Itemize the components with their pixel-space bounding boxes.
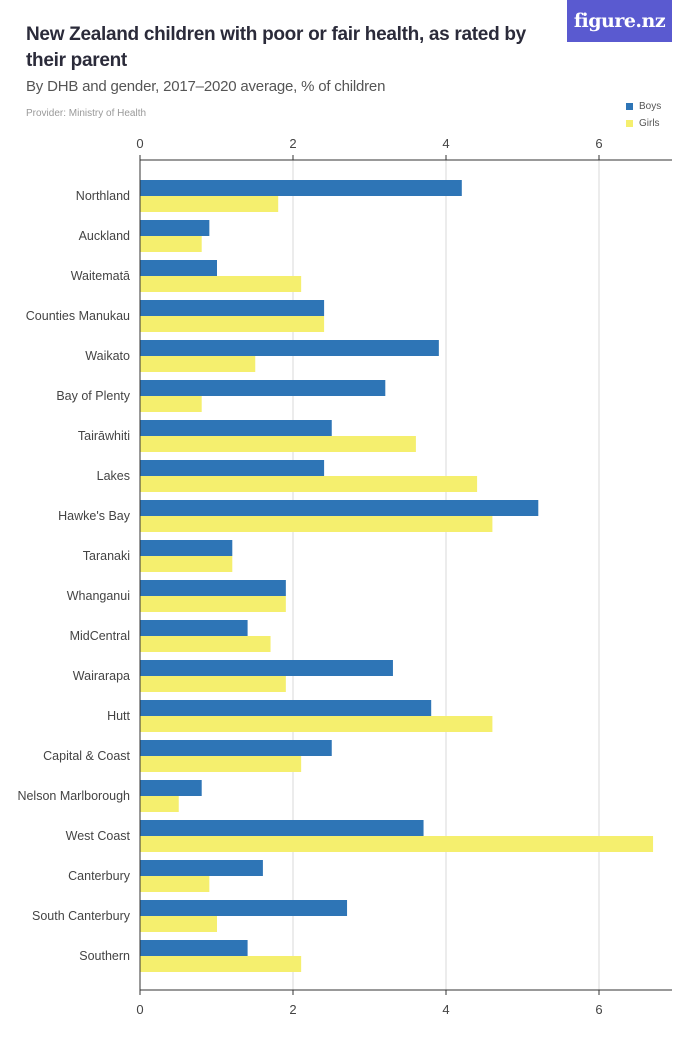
category-label-midcentral: MidCentral: [70, 629, 130, 643]
bar-boys-wairarapa: [140, 660, 393, 676]
category-label-southern: Southern: [79, 949, 130, 963]
bar-boys-hutt: [140, 700, 432, 716]
category-label-hutt: Hutt: [107, 709, 130, 723]
bar-girls-southern: [140, 956, 302, 972]
tick-label-top-6: 6: [595, 136, 602, 151]
legend-swatch-boys: [626, 103, 633, 110]
bar-girls-west-coast: [140, 836, 654, 852]
category-label-bay-of-plenty: Bay of Plenty: [56, 389, 130, 403]
bar-girls-capital-coast: [140, 756, 302, 772]
bar-girls-lakes: [140, 476, 478, 492]
legend-item-boys: Boys: [626, 98, 661, 115]
bar-girls-hutt: [140, 716, 493, 732]
bar-girls-nelson-marlborough: [140, 796, 179, 812]
provider-note: Provider: Ministry of Health: [26, 108, 147, 119]
bar-boys-counties-manukau: [140, 300, 325, 316]
tick-label-bottom-6: 6: [595, 1002, 602, 1017]
legend-label-girls: Girls: [639, 118, 660, 129]
bar-boys-tair-whiti: [140, 420, 332, 436]
category-label-auckland: Auckland: [79, 229, 130, 243]
bar-girls-tair-whiti: [140, 436, 416, 452]
category-label-hawke-s-bay: Hawke's Bay: [58, 509, 131, 523]
chart-subtitle: By DHB and gender, 2017–2020 average, % …: [26, 78, 386, 95]
bar-boys-midcentral: [140, 620, 248, 636]
bar-boys-taranaki: [140, 540, 233, 556]
bar-girls-waitemat-: [140, 276, 302, 292]
legend-swatch-girls: [626, 120, 633, 127]
bar-boys-west-coast: [140, 820, 424, 836]
tick-label-bottom-2: 2: [289, 1002, 296, 1017]
category-label-northland: Northland: [76, 189, 130, 203]
category-label-lakes: Lakes: [97, 469, 130, 483]
bar-girls-waikato: [140, 356, 256, 372]
tick-label-top-0: 0: [136, 136, 143, 151]
legend-item-girls: Girls: [626, 115, 661, 132]
category-label-taranaki: Taranaki: [83, 549, 130, 563]
bar-boys-canterbury: [140, 860, 263, 876]
category-label-canterbury: Canterbury: [68, 869, 131, 883]
bar-boys-whanganui: [140, 580, 286, 596]
bar-boys-bay-of-plenty: [140, 380, 386, 396]
category-label-nelson-marlborough: Nelson Marlborough: [17, 789, 130, 803]
bar-girls-taranaki: [140, 556, 233, 572]
bar-boys-capital-coast: [140, 740, 332, 756]
bar-boys-waikato: [140, 340, 439, 356]
tick-label-top-4: 4: [442, 136, 449, 151]
legend-label-boys: Boys: [639, 101, 662, 112]
bar-boys-northland: [140, 180, 462, 196]
legend: Boys Girls: [626, 98, 661, 132]
category-label-west-coast: West Coast: [66, 829, 131, 843]
bar-girls-wairarapa: [140, 676, 286, 692]
category-label-counties-manukau: Counties Manukau: [26, 309, 130, 323]
bar-girls-midcentral: [140, 636, 271, 652]
category-label-waitemat-: Waitematā: [71, 269, 130, 283]
tick-label-top-2: 2: [289, 136, 296, 151]
bar-boys-lakes: [140, 460, 325, 476]
category-label-waikato: Waikato: [85, 349, 130, 363]
category-label-whanganui: Whanganui: [67, 589, 130, 603]
bar-boys-southern: [140, 940, 248, 956]
category-label-south-canterbury: South Canterbury: [32, 909, 131, 923]
bar-girls-counties-manukau: [140, 316, 325, 332]
bar-girls-bay-of-plenty: [140, 396, 202, 412]
bar-boys-auckland: [140, 220, 210, 236]
bar-girls-hawke-s-bay: [140, 516, 493, 532]
bar-girls-canterbury: [140, 876, 210, 892]
bar-boys-waitemat-: [140, 260, 217, 276]
bar-boys-nelson-marlborough: [140, 780, 202, 796]
bar-girls-whanganui: [140, 596, 286, 612]
bar-boys-hawke-s-bay: [140, 500, 539, 516]
bar-girls-northland: [140, 196, 279, 212]
bar-boys-south-canterbury: [140, 900, 348, 916]
category-label-wairarapa: Wairarapa: [73, 669, 130, 683]
figure-nz-logo[interactable]: figure.nz: [567, 0, 672, 42]
chart-title: New Zealand children with poor or fair h…: [26, 24, 526, 71]
bar-girls-auckland: [140, 236, 202, 252]
bar-girls-south-canterbury: [140, 916, 217, 932]
tick-label-bottom-0: 0: [136, 1002, 143, 1017]
category-label-tair-whiti: Tairāwhiti: [78, 429, 130, 443]
category-label-capital-coast: Capital & Coast: [43, 749, 130, 763]
tick-label-bottom-4: 4: [442, 1002, 449, 1017]
